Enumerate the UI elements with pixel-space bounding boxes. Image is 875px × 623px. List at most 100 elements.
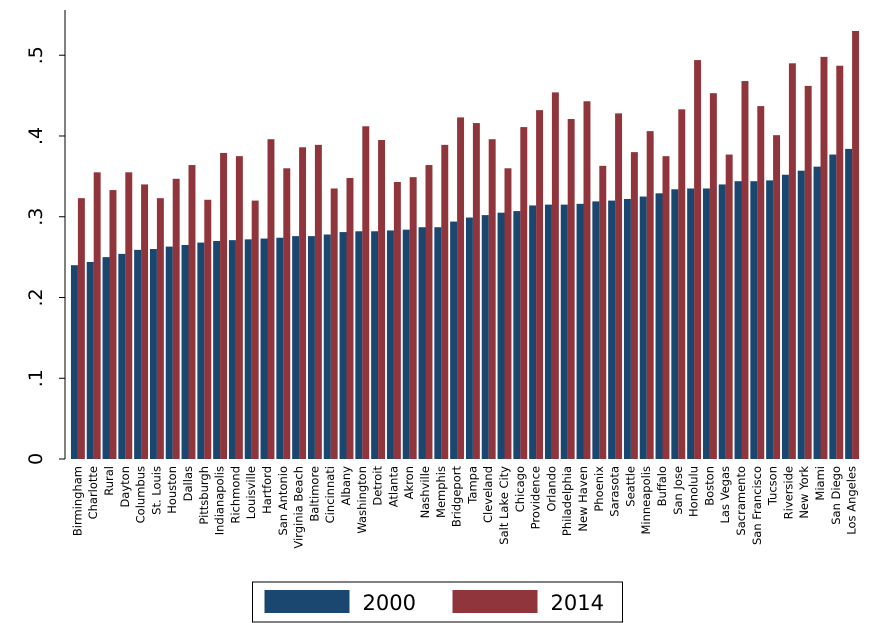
x-tick-label: Minneapolis [639, 466, 653, 535]
bar [276, 237, 284, 459]
x-tick-label: Louisville [244, 466, 258, 519]
bar [235, 156, 243, 459]
x-tick-label: Honolulu [687, 466, 701, 517]
bar [583, 101, 591, 459]
bar [820, 56, 828, 459]
x-tick-label: Hartford [260, 466, 274, 514]
bar [529, 205, 537, 459]
x-tick-label: Tampa [465, 466, 479, 505]
bar [197, 242, 205, 459]
bar [141, 184, 149, 460]
legend-swatch [452, 590, 538, 613]
bar [70, 265, 78, 459]
bar [251, 200, 259, 459]
bar [599, 165, 607, 459]
bar [362, 126, 370, 459]
bar [766, 180, 774, 459]
x-tick-label: Pittsburgh [197, 466, 211, 525]
x-tick-label: Memphis [434, 466, 448, 518]
bar [662, 156, 670, 459]
bar [536, 110, 544, 459]
bar [244, 239, 252, 459]
x-tick-label: Sacramento [734, 466, 748, 536]
bar [567, 119, 575, 460]
bar [156, 198, 164, 459]
legend-label: 2014 [551, 591, 604, 615]
bar [125, 172, 133, 459]
x-tick-label: Las Vegas [718, 466, 732, 524]
bar [425, 165, 433, 459]
bar [773, 135, 781, 459]
x-tick-label: Buffalo [655, 466, 669, 506]
bar [750, 181, 758, 460]
x-tick-label: Detroit [371, 466, 385, 506]
bar [86, 261, 94, 459]
bar [671, 189, 679, 459]
bar [639, 196, 647, 459]
x-tick-label: Houston [165, 466, 179, 514]
y-tick-label: .2 [25, 288, 47, 306]
x-tick-label: Rural [102, 466, 116, 496]
x-tick-label: Cleveland [481, 466, 495, 523]
bar [457, 117, 465, 460]
x-tick-label: Miami [813, 466, 827, 501]
bar [734, 181, 742, 460]
x-tick-label: Salt Lake City [497, 466, 511, 545]
bar [551, 92, 559, 459]
x-tick-label: Richmond [228, 466, 242, 524]
x-tick-label: Phoenix [592, 466, 606, 512]
x-tick-label: Akron [402, 466, 416, 499]
y-tick-label: .3 [25, 208, 47, 226]
bar [655, 193, 663, 459]
x-tick-label: Los Angeles [845, 466, 859, 535]
x-tick-label: Nashville [418, 466, 432, 518]
bar [109, 190, 117, 459]
bar [188, 165, 196, 459]
bar [544, 204, 552, 459]
x-tick-label: Philadelphia [560, 466, 574, 536]
bar [725, 154, 733, 459]
bar [346, 177, 354, 459]
bar [118, 253, 126, 459]
y-tick-label: .5 [25, 46, 47, 64]
x-tick-label: Orlando [544, 466, 558, 512]
bar [687, 188, 695, 459]
bar [450, 221, 458, 459]
bar [267, 139, 275, 460]
x-tick-label: Seattle [623, 466, 637, 507]
bar [623, 198, 631, 459]
bar [134, 249, 142, 459]
bar [845, 148, 853, 459]
bar [781, 174, 789, 459]
bar [260, 238, 268, 459]
x-tick-label: San Jose [671, 466, 685, 515]
bar [608, 200, 616, 459]
x-tick-label: Chicago [513, 466, 527, 512]
bar [409, 177, 417, 459]
bar [339, 232, 347, 459]
x-tick-label: Sarasota [608, 466, 622, 517]
x-tick-label: Baltimore [307, 466, 321, 522]
bar [330, 188, 338, 459]
x-tick-label: San Diego [829, 466, 843, 525]
bar [292, 236, 300, 459]
bar [513, 211, 521, 459]
bar [788, 63, 796, 460]
bar [165, 246, 173, 459]
bar [497, 212, 505, 459]
bar [465, 217, 473, 459]
bar [576, 203, 584, 459]
bar [694, 60, 702, 459]
x-tick-label: Washington [355, 466, 369, 534]
bar [102, 257, 110, 459]
x-tick-label: Birmingham [70, 466, 84, 536]
legend-swatch [264, 590, 350, 613]
y-tick-label: .4 [25, 127, 47, 145]
y-tick-label: 0 [25, 453, 47, 465]
bar [560, 204, 568, 459]
x-tick-label: New York [797, 466, 811, 519]
bar [434, 227, 442, 459]
x-tick-label: Columbus [134, 466, 148, 523]
x-tick-label: Indianapolis [213, 466, 227, 535]
